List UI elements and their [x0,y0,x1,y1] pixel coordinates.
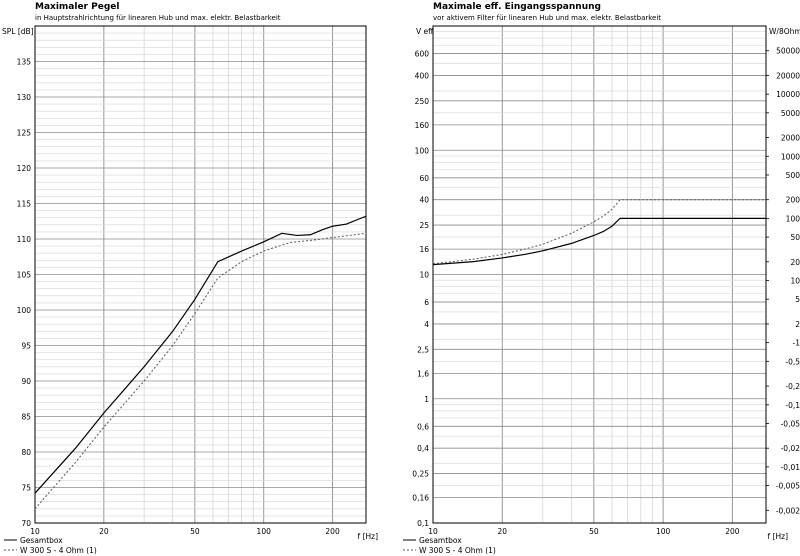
chart-panel-2: Maximale eff. Eingangsspannung vor aktive… [403,2,800,555]
series-line-2 [432,199,766,265]
y2-tick-label: 2 [795,320,800,329]
x-tick-label: 10 [428,527,438,536]
y2-tick-label: -0,02 [781,444,800,453]
y-tick-label: 40 [419,196,429,205]
y-tick-label: 100 [415,146,430,155]
y-tick-label: 110 [17,235,32,244]
y2-tick-label: 50 [790,233,800,242]
x-tick-label: 20 [99,527,109,536]
y2-tick-label: -0,05 [781,419,800,428]
y2-tick-label: -0,2 [785,382,800,391]
y2-tick-label: 10000 [776,90,800,99]
y-tick-label: 95 [21,342,31,351]
chart-subtitle: in Hauptstrahlrichtung für linearen Hub … [35,14,281,22]
plot-frame [432,25,767,524]
chart-title: Maximaler Pegel [35,2,119,12]
y-tick-label: 0,4 [417,444,429,453]
series-line-1 [432,217,766,266]
x-axis-label: f [Hz] [358,532,379,541]
y-tick-label: 130 [17,93,32,102]
y-tick-label: 0,6 [417,422,429,431]
y-tick-label: 10 [419,271,429,280]
y2-tick-label: 5000 [781,109,800,118]
y2-tick-label: 20000 [776,71,800,80]
y2-tick-label: -0,002 [776,506,800,515]
y-tick-label: 90 [21,377,31,386]
y-tick-label: 250 [415,97,430,106]
y2-tick-label: -0,5 [785,357,800,366]
x-tick-label: 100 [257,527,272,536]
x-tick-label: 200 [725,527,740,536]
y2-tick-label: 2000 [781,134,800,143]
y-tick-label: 2,5 [417,345,429,354]
x-tick-label: 50 [589,527,599,536]
y-tick-label: 1,6 [417,369,429,378]
legend-label: W 300 S - 4 Ohm (1) [419,546,496,555]
y-axis-label: SPL [dB] [2,27,34,36]
y-tick-label: 400 [415,71,430,80]
y-tick-label: 0,25 [412,470,429,479]
y2-tick-label: 20 [790,258,800,267]
x-tick-label: 20 [497,527,507,536]
plot-frame [34,25,367,524]
legend-label: W 300 S - 4 Ohm (1) [20,546,97,555]
x-tick-label: 100 [656,527,671,536]
y2-tick-label: 500 [786,171,800,180]
y-tick-label: 100 [17,306,32,315]
y-tick-label: 80 [21,448,31,457]
y2-tick-label: -0,01 [781,463,800,472]
y2-tick-label: 100 [786,214,800,223]
x-tick-label: 50 [190,527,200,536]
y-tick-label: 16 [419,245,429,254]
x-axis-label: f [Hz] [768,532,789,541]
y-tick-label: 6 [424,298,429,307]
y-tick-label: 0,1 [417,519,429,528]
y2-tick-label: -1 [793,339,800,348]
y-tick-label: 0,16 [412,494,429,503]
y-tick-label: 85 [21,413,31,422]
y-tick-label: 135 [17,58,32,67]
legend-label: Gesamtbox [20,536,63,545]
y2-axis-label: W/8Ohm [769,27,800,36]
chart-title: Maximale eff. Eingangsspannung [433,2,601,12]
y2-tick-label: 5 [795,295,800,304]
y-tick-label: 105 [17,271,32,280]
y2-tick-label: -0,1 [785,401,800,410]
y-tick-label: 4 [424,320,429,329]
x-tick-label: 10 [30,527,40,536]
y2-tick-label: 1000 [781,152,800,161]
y-tick-label: 160 [415,121,430,130]
series-line-1 [34,215,367,494]
x-tick-label: 200 [325,527,340,536]
y-tick-label: 60 [419,174,429,183]
y-tick-label: 115 [17,200,32,209]
y-tick-label: 1 [424,395,429,404]
y-tick-label: 70 [21,519,31,528]
y-tick-label: 120 [17,164,32,173]
y-tick-label: 75 [21,484,31,493]
series-line-2 [34,232,367,510]
legend-label: Gesamtbox [419,536,462,545]
y-axis-label: V eff [416,27,434,36]
y-tick-label: 125 [17,129,32,138]
chart-panel-1: Maximaler Pegel in Hauptstrahlrichtung fü… [2,2,378,555]
y-tick-label: 25 [419,221,429,230]
y2-tick-label: 50000 [776,47,800,56]
y-tick-label: 600 [415,50,430,59]
chart-subtitle: vor aktivem Filter für linearen Hub und … [433,14,661,22]
y2-tick-label: 10 [790,277,800,286]
y2-tick-label: 200 [786,196,800,205]
y2-tick-label: -0,005 [776,482,800,491]
